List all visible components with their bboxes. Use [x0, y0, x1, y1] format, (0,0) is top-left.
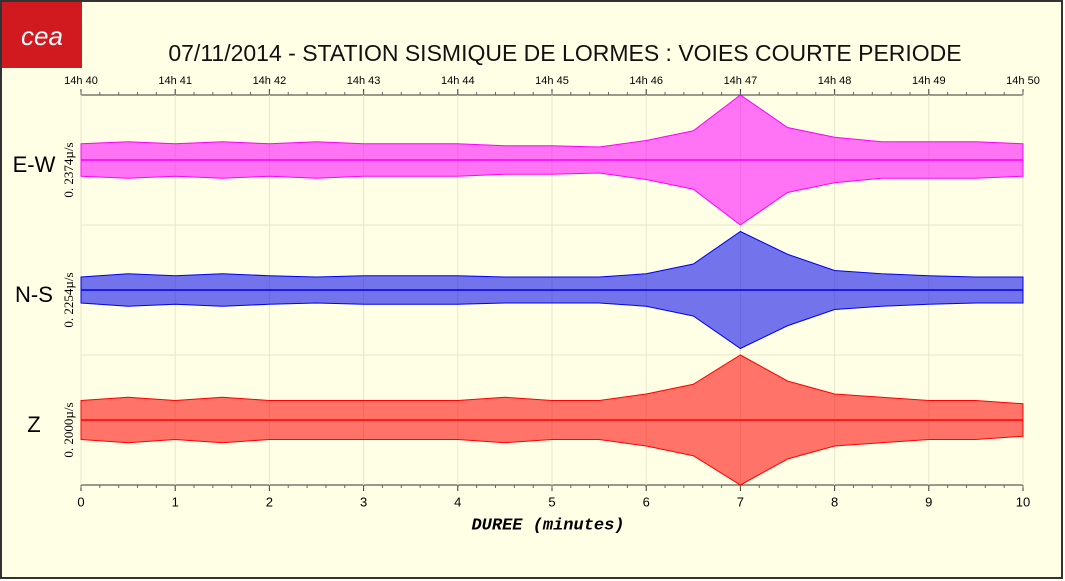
top-tick-label: 14h 47 — [724, 75, 758, 87]
x-tick-label: 8 — [831, 494, 838, 509]
channel-label: N-S — [15, 282, 53, 307]
top-tick-label: 14h 41 — [158, 75, 192, 87]
x-tick-label: 2 — [266, 494, 273, 509]
x-tick-label: 3 — [360, 494, 367, 509]
x-tick-label: 5 — [548, 494, 555, 509]
channel-label: E-W — [13, 152, 56, 177]
top-tick-label: 14h 40 — [64, 75, 98, 87]
top-tick-label: 14h 42 — [253, 75, 287, 87]
x-tick-label: 10 — [1016, 494, 1030, 509]
x-tick-label: 4 — [454, 494, 461, 509]
top-tick-label: 14h 49 — [912, 75, 946, 87]
scale-label: 0. 2374µ/s — [61, 142, 76, 197]
top-tick-label: 14h 48 — [818, 75, 852, 87]
x-tick-label: 9 — [925, 494, 932, 509]
x-tick-label: 0 — [77, 494, 84, 509]
top-tick-label: 14h 44 — [441, 75, 475, 87]
logo: cea — [21, 21, 63, 51]
x-tick-label: 7 — [737, 494, 744, 509]
top-tick-label: 14h 50 — [1006, 75, 1040, 87]
chart-title: 07/11/2014 - STATION SISMIQUE DE LORMES … — [168, 40, 961, 66]
channel-label: Z — [27, 412, 40, 437]
x-tick-label: 1 — [172, 494, 179, 509]
logo-box — [2, 2, 82, 68]
scale-label: 0. 2000µ/s — [61, 402, 76, 457]
scale-label: 0. 2254µ/s — [61, 272, 76, 327]
x-axis-label: DUREE (minutes) — [471, 516, 624, 535]
top-tick-label: 14h 46 — [629, 75, 663, 87]
top-tick-label: 14h 45 — [535, 75, 569, 87]
top-tick-label: 14h 43 — [347, 75, 381, 87]
x-tick-label: 6 — [643, 494, 650, 509]
